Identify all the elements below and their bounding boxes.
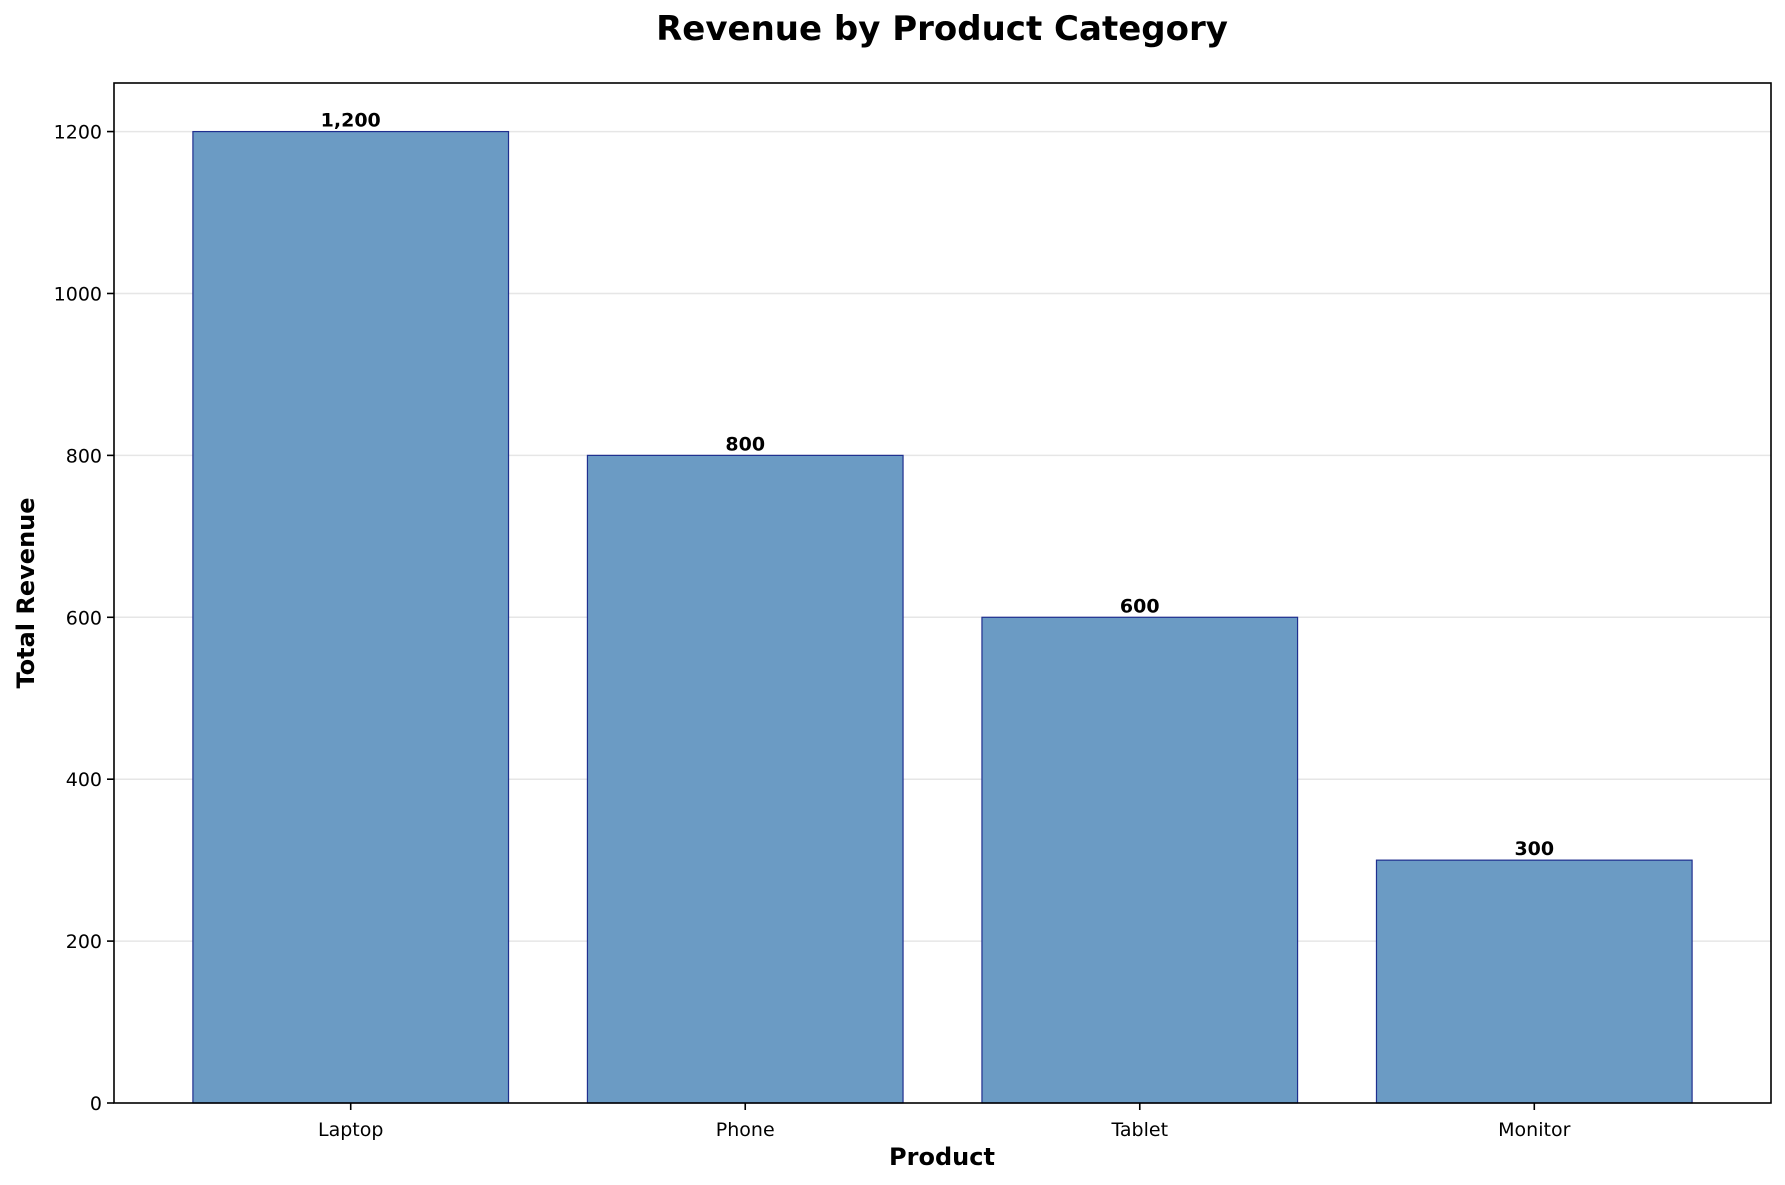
x-axis-label: Product [889,1143,995,1171]
y-tick-label-5: 1000 [54,283,102,305]
bar-tablet [981,616,1299,1104]
x-axis-ticks: Laptop Phone Tablet Monitor [318,1103,1571,1141]
x-tick-label-phone: Phone [716,1119,775,1141]
data-label-tablet: 600 [1120,595,1160,617]
y-axis-label: Total Revenue [12,497,40,688]
bar-monitor [1375,859,1693,1104]
data-labels: 1,200 800 600 300 [321,110,1554,861]
data-label-laptop: 1,200 [321,110,381,132]
bar-phone [586,454,904,1104]
y-axis-ticks: 0 200 400 600 800 1000 1200 [54,122,114,1115]
bars [192,130,1693,1104]
y-tick-label-2: 400 [66,769,102,791]
y-tick-label-3: 600 [66,607,102,629]
data-label-phone: 800 [725,433,765,455]
data-label-monitor: 300 [1514,838,1554,860]
y-tick-label-1: 200 [66,931,102,953]
y-tick-label-0: 0 [90,1093,102,1115]
chart-title: Revenue by Product Category [656,9,1228,49]
x-tick-label-monitor: Monitor [1498,1119,1570,1141]
y-tick-label-4: 800 [66,445,102,467]
bar-laptop [192,130,510,1104]
y-tick-label-6: 1200 [54,122,102,144]
x-tick-label-tablet: Tablet [1110,1119,1168,1141]
plot-frame [113,82,1772,1104]
x-tick-label-laptop: Laptop [318,1119,383,1141]
